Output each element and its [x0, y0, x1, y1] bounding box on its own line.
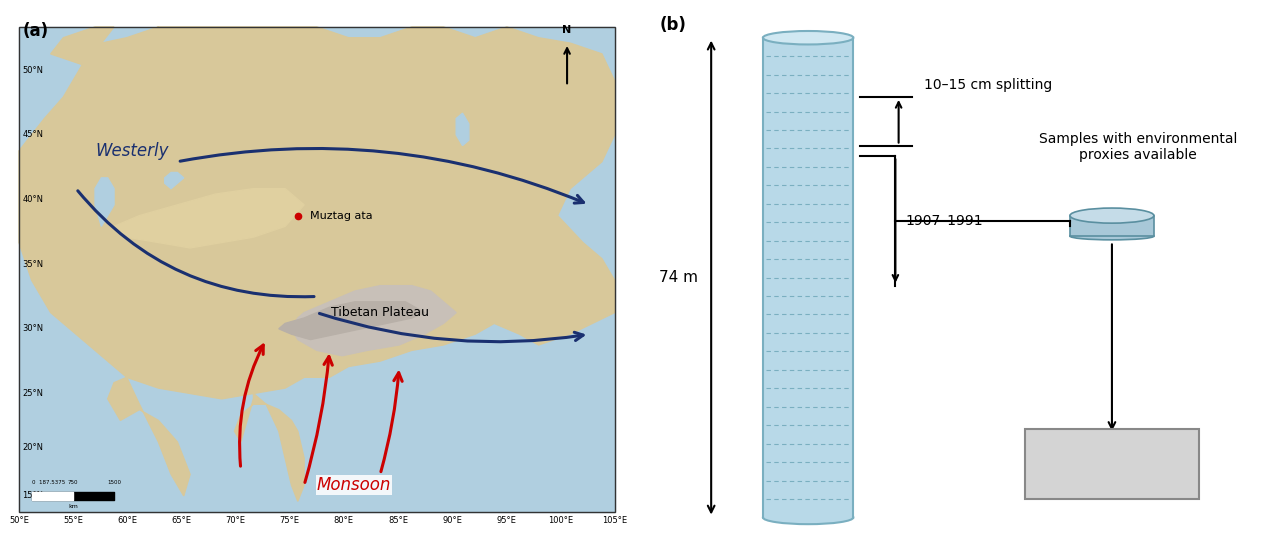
Polygon shape	[19, 27, 614, 512]
Text: 50°N: 50°N	[22, 66, 44, 74]
Text: 100°E: 100°E	[548, 516, 573, 524]
Text: (a): (a)	[22, 22, 49, 39]
Text: (b): (b)	[659, 16, 686, 34]
Text: 40°N: 40°N	[22, 195, 44, 204]
Text: 95°E: 95°E	[497, 516, 516, 524]
Text: 60°E: 60°E	[118, 516, 137, 524]
Text: 70°E: 70°E	[225, 516, 246, 524]
Polygon shape	[279, 302, 425, 340]
Text: 0  187.5375: 0 187.5375	[32, 480, 65, 485]
Text: 74 m: 74 m	[659, 270, 699, 285]
Polygon shape	[108, 377, 191, 496]
Ellipse shape	[1070, 232, 1155, 240]
Ellipse shape	[763, 31, 854, 44]
Polygon shape	[165, 172, 184, 189]
Text: 20°N: 20°N	[22, 443, 44, 452]
Text: 105°E: 105°E	[602, 516, 627, 524]
Text: 1500: 1500	[108, 480, 122, 485]
Text: Westerly: Westerly	[95, 142, 169, 160]
Polygon shape	[19, 27, 614, 399]
Polygon shape	[95, 178, 114, 226]
FancyBboxPatch shape	[1025, 429, 1199, 499]
Text: 30°N: 30°N	[22, 324, 44, 333]
Text: Monsoon: Monsoon	[317, 476, 392, 494]
Polygon shape	[114, 189, 305, 248]
Text: Muztag ata: Muztag ata	[311, 211, 372, 220]
Ellipse shape	[763, 511, 854, 524]
Text: 80°E: 80°E	[334, 516, 353, 524]
Text: 10–15 cm splitting: 10–15 cm splitting	[924, 78, 1052, 92]
Text: 65°E: 65°E	[172, 516, 192, 524]
Bar	[763, 38, 854, 517]
Text: 75°E: 75°E	[280, 516, 300, 524]
Text: Samples with environmental
proxies available: Samples with environmental proxies avail…	[1038, 132, 1236, 162]
Text: 50°E: 50°E	[9, 516, 29, 524]
Text: 750: 750	[68, 480, 78, 485]
Text: km: km	[68, 504, 78, 509]
Text: 45°N: 45°N	[22, 130, 44, 139]
Bar	[1070, 216, 1155, 236]
Text: 25°N: 25°N	[22, 389, 44, 398]
Polygon shape	[456, 113, 468, 146]
Ellipse shape	[1070, 208, 1155, 223]
Polygon shape	[234, 393, 305, 501]
Text: 90°E: 90°E	[442, 516, 462, 524]
Text: 55°E: 55°E	[63, 516, 83, 524]
Text: 85°E: 85°E	[388, 516, 408, 524]
Polygon shape	[292, 286, 456, 356]
Text: 16S rRNA gene
sequencing: 16S rRNA gene sequencing	[1060, 448, 1165, 479]
Text: Tibetan Plateau: Tibetan Plateau	[332, 306, 429, 319]
Text: 35°N: 35°N	[22, 260, 44, 268]
Text: 1907–1991: 1907–1991	[905, 214, 983, 228]
Text: N: N	[562, 25, 572, 35]
Text: 15°N: 15°N	[22, 492, 44, 500]
